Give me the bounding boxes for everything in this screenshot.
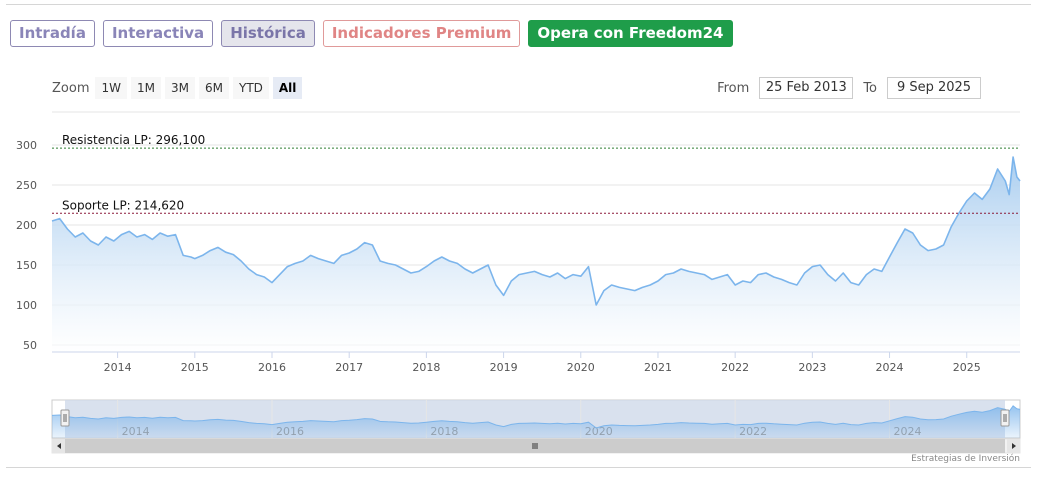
x-tick-label: 2020 [567, 361, 595, 374]
zoom-1m-button[interactable]: 1M [130, 77, 161, 99]
x-tick-label: 2015 [181, 361, 209, 374]
navigator-area [52, 405, 1020, 438]
navigator-line [51, 405, 1021, 429]
zoom-3m-button[interactable]: 3M [164, 77, 195, 99]
tab-indicadores-premium[interactable]: Indicadores Premium [322, 20, 521, 47]
zoom-all-button[interactable]: All [272, 77, 303, 99]
zoom-6m-button[interactable]: 6M [198, 77, 229, 99]
zoom-ytd-button[interactable]: YTD [232, 77, 269, 99]
x-tick-label: 2022 [721, 361, 749, 374]
bottom-divider [6, 467, 1031, 468]
to-date-input[interactable]: 9 Sep 2025 [887, 77, 981, 99]
y-tick-label: 200 [16, 219, 37, 232]
x-tick-label: 2024 [876, 361, 904, 374]
x-tick-label: 2014 [104, 361, 132, 374]
series-area [52, 157, 1020, 352]
from-date-input[interactable]: 25 Feb 2013 [759, 77, 854, 99]
y-tick-label: 50 [23, 339, 37, 352]
opera-freedom24-button[interactable]: Opera con Freedom24 [528, 20, 733, 47]
chart-credit: Estrategias de Inversión [911, 454, 1020, 464]
x-tick-label: 2019 [490, 361, 518, 374]
x-tick-label: 2016 [258, 361, 286, 374]
scrollbar-right-arrow[interactable] [1007, 439, 1020, 453]
to-label: To [863, 80, 877, 96]
navigator-right-handle[interactable] [1000, 409, 1010, 427]
series-line [51, 156, 1021, 306]
y-tick-label: 300 [16, 139, 37, 152]
tab-interactiva[interactable]: Interactiva [102, 20, 214, 47]
x-tick-label: 2018 [412, 361, 440, 374]
zoom-label: Zoom [52, 80, 90, 96]
x-tick-label: 2017 [335, 361, 363, 374]
tab-historica[interactable]: Histórica [221, 20, 315, 47]
tab-intradia[interactable]: Intradía [10, 20, 95, 47]
y-tick-label: 150 [16, 259, 37, 272]
x-tick-label: 2021 [644, 361, 672, 374]
zoom-selector: Zoom 1W 1M 3M 6M YTD All [52, 77, 303, 99]
view-tabs: Intradía Interactiva Histórica Indicador… [10, 20, 733, 47]
support-label: Soporte LP: 214,620 [62, 198, 184, 212]
scrollbar-left-arrow[interactable] [52, 439, 65, 453]
resistance-label: Resistencia LP: 296,100 [62, 133, 205, 147]
from-label: From [717, 80, 750, 96]
zoom-1w-button[interactable]: 1W [95, 77, 127, 99]
x-tick-label: 2025 [953, 361, 981, 374]
y-tick-label: 100 [16, 299, 37, 312]
y-tick-label: 250 [16, 179, 37, 192]
top-divider [6, 4, 1031, 5]
navigator-left-handle[interactable] [60, 409, 70, 427]
x-tick-label: 2023 [798, 361, 826, 374]
date-range: From 25 Feb 2013 To 9 Sep 2025 [707, 77, 981, 99]
